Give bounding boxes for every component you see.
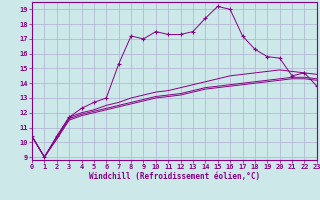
X-axis label: Windchill (Refroidissement éolien,°C): Windchill (Refroidissement éolien,°C): [89, 172, 260, 181]
